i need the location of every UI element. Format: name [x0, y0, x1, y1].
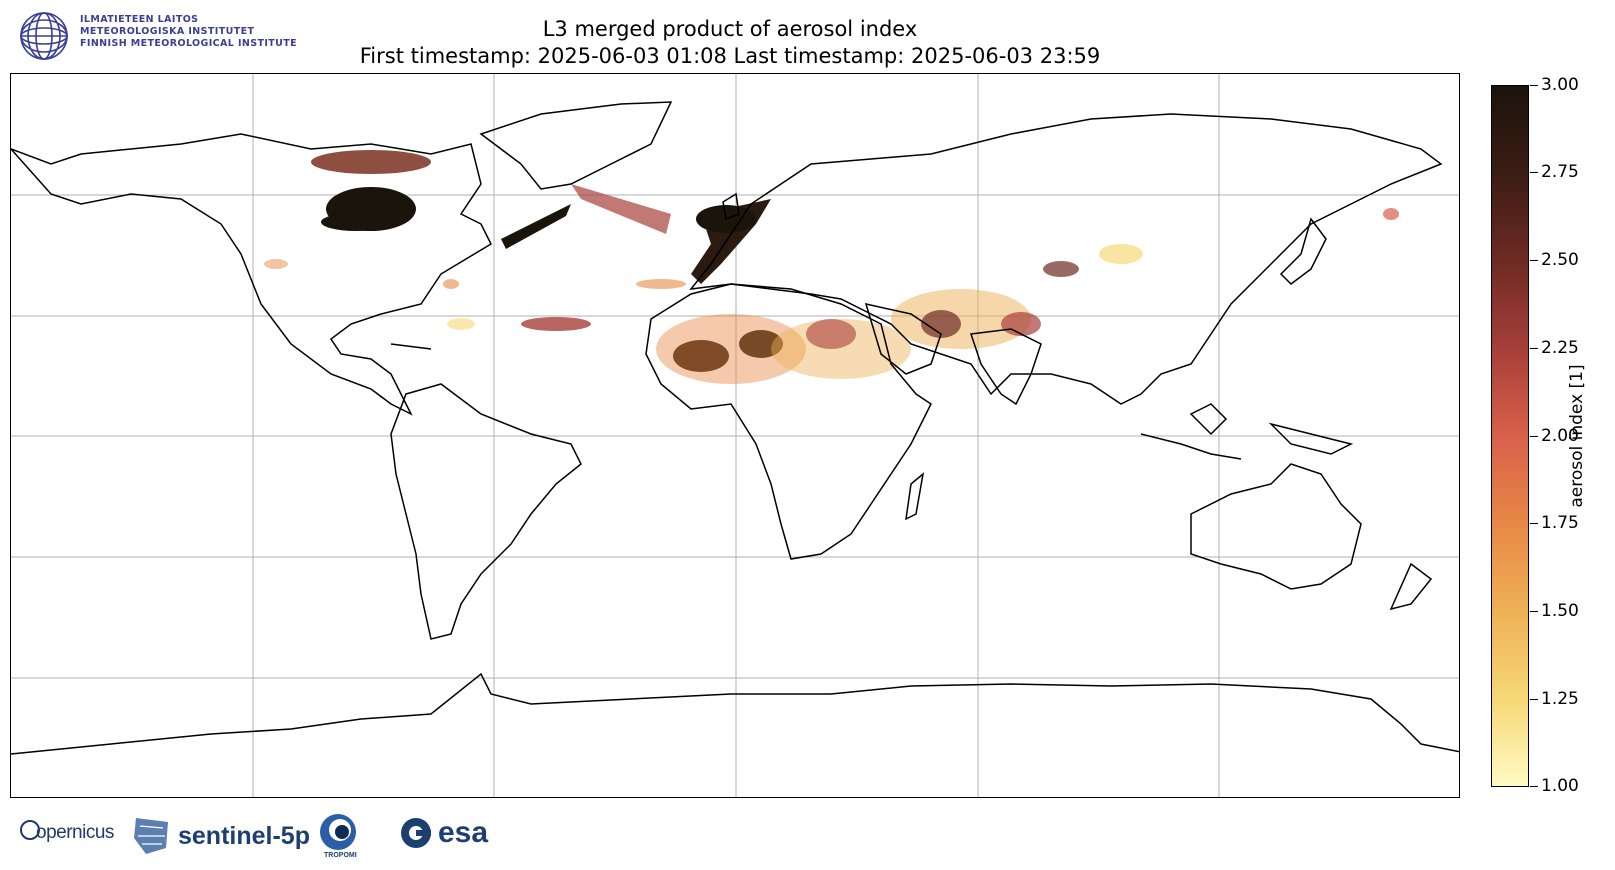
sentinel-logo-text: sentinel-5p: [178, 822, 310, 850]
colorbar-tick-label: 3.00: [1541, 75, 1579, 95]
chart-subtitle-timestamps: First timestamp: 2025-06-03 01:08 Last t…: [359, 44, 1101, 68]
colorbar-axis-label: aerosol index [1]: [1567, 364, 1587, 508]
aerosol-plumes: [264, 150, 1399, 384]
chart-title: L3 merged product of aerosol index: [542, 17, 918, 41]
colorbar-tick-label: 1.75: [1541, 513, 1579, 533]
map-gridlines: [11, 74, 1459, 797]
colorbar-tick: [1530, 348, 1538, 349]
colorbar-tick: [1530, 523, 1538, 524]
colorbar-tick: [1530, 786, 1538, 787]
partner-logos: opernicus sentinel-5p TROPOMI esa: [18, 808, 498, 863]
map-canvas: [11, 74, 1459, 797]
colorbar-tick: [1530, 436, 1538, 437]
tropomi-icon: [320, 814, 356, 850]
fmi-logo: ILMATIETEEN LAITOS METEOROLOGISKA INSTIT…: [18, 10, 318, 62]
coastlines: [11, 101, 1459, 755]
colorbar: [1491, 85, 1529, 787]
fmi-logo-text: ILMATIETEEN LAITOS METEOROLOGISKA INSTIT…: [80, 14, 297, 50]
copernicus-icon: [20, 820, 40, 840]
partner-logo-graphics: [20, 814, 431, 854]
colorbar-tick: [1530, 85, 1538, 86]
colorbar-tick: [1530, 260, 1538, 261]
fmi-globe-icon: [20, 12, 68, 60]
colorbar-tick: [1530, 699, 1538, 700]
sentinel-icon: [134, 818, 168, 854]
world-map: [10, 73, 1460, 798]
colorbar-tick-label: 2.75: [1541, 162, 1579, 182]
colorbar-tick-label: 1.25: [1541, 689, 1579, 709]
copernicus-logo-text: opernicus: [36, 822, 114, 843]
tropomi-logo-text: TROPOMI: [324, 852, 357, 859]
colorbar-tick-label: 1.50: [1541, 601, 1579, 621]
colorbar-tick-label: 2.25: [1541, 338, 1579, 358]
fmi-line-en: FINNISH METEOROLOGICAL INSTITUTE: [80, 38, 298, 49]
fmi-line-fi: ILMATIETEEN LAITOS: [80, 14, 199, 25]
esa-logo-text: esa: [438, 816, 489, 849]
colorbar-tick: [1530, 172, 1538, 173]
colorbar-tick-label: 2.50: [1541, 250, 1579, 270]
fmi-line-sv: METEOROLOGISKA INSTITUTET: [80, 26, 255, 37]
esa-icon: [401, 818, 431, 848]
colorbar-tick: [1530, 611, 1538, 612]
colorbar-tick-label: 2.00: [1541, 426, 1579, 446]
colorbar-tick-label: 1.00: [1541, 776, 1579, 796]
